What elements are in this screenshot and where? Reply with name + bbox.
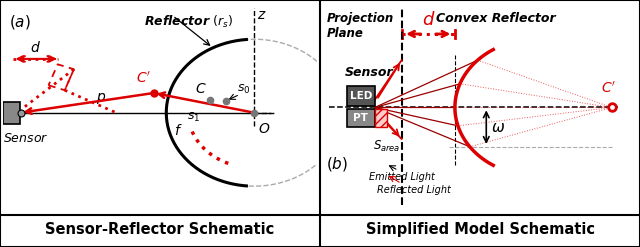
- Text: PT: PT: [353, 113, 368, 123]
- Text: Reflector $(r_s)$: Reflector $(r_s)$: [145, 14, 234, 30]
- Text: $f$: $f$: [175, 123, 183, 138]
- FancyBboxPatch shape: [347, 109, 375, 127]
- Text: $O$: $O$: [258, 122, 270, 136]
- Text: $\omega$: $\omega$: [491, 120, 505, 135]
- Text: Reflected Light: Reflected Light: [377, 185, 451, 195]
- Text: $S_{area}$: $S_{area}$: [373, 139, 401, 154]
- Text: $s_1$: $s_1$: [187, 111, 200, 124]
- Text: $p$: $p$: [97, 91, 107, 106]
- Text: $C$: $C$: [195, 82, 207, 96]
- Text: Projection
Plane: Projection Plane: [326, 12, 394, 40]
- Text: $C'$: $C'$: [601, 81, 616, 96]
- FancyBboxPatch shape: [347, 86, 375, 106]
- Text: $C'$: $C'$: [136, 71, 152, 86]
- Text: $(b)$: $(b)$: [326, 155, 349, 173]
- Text: Emitted Light: Emitted Light: [369, 172, 435, 182]
- Text: $z$: $z$: [257, 8, 266, 22]
- Text: Sensor: Sensor: [345, 65, 394, 79]
- Text: $Sensor$: $Sensor$: [3, 132, 49, 145]
- Text: $d$: $d$: [422, 11, 435, 29]
- Text: $s_0$: $s_0$: [237, 82, 250, 96]
- Text: LED: LED: [349, 91, 372, 101]
- FancyBboxPatch shape: [3, 102, 20, 124]
- FancyBboxPatch shape: [375, 109, 387, 127]
- Text: Convex Reflector: Convex Reflector: [436, 12, 556, 25]
- Text: Sensor-Reflector Schematic: Sensor-Reflector Schematic: [45, 222, 275, 237]
- Text: $(a)$: $(a)$: [10, 13, 31, 31]
- Text: $d$: $d$: [30, 40, 41, 55]
- Text: Simplified Model Schematic: Simplified Model Schematic: [365, 222, 595, 237]
